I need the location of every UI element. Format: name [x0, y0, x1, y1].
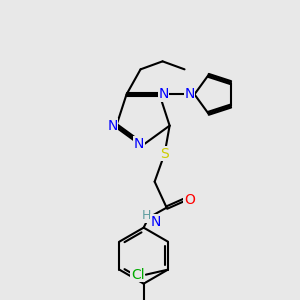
Text: N: N	[150, 215, 161, 229]
Text: N: N	[107, 119, 118, 133]
Text: S: S	[160, 147, 169, 161]
Text: N: N	[184, 87, 195, 101]
Text: N: N	[158, 87, 169, 101]
Text: N: N	[134, 137, 144, 151]
Text: O: O	[184, 193, 195, 207]
Text: H: H	[142, 209, 151, 222]
Text: Cl: Cl	[131, 268, 145, 282]
